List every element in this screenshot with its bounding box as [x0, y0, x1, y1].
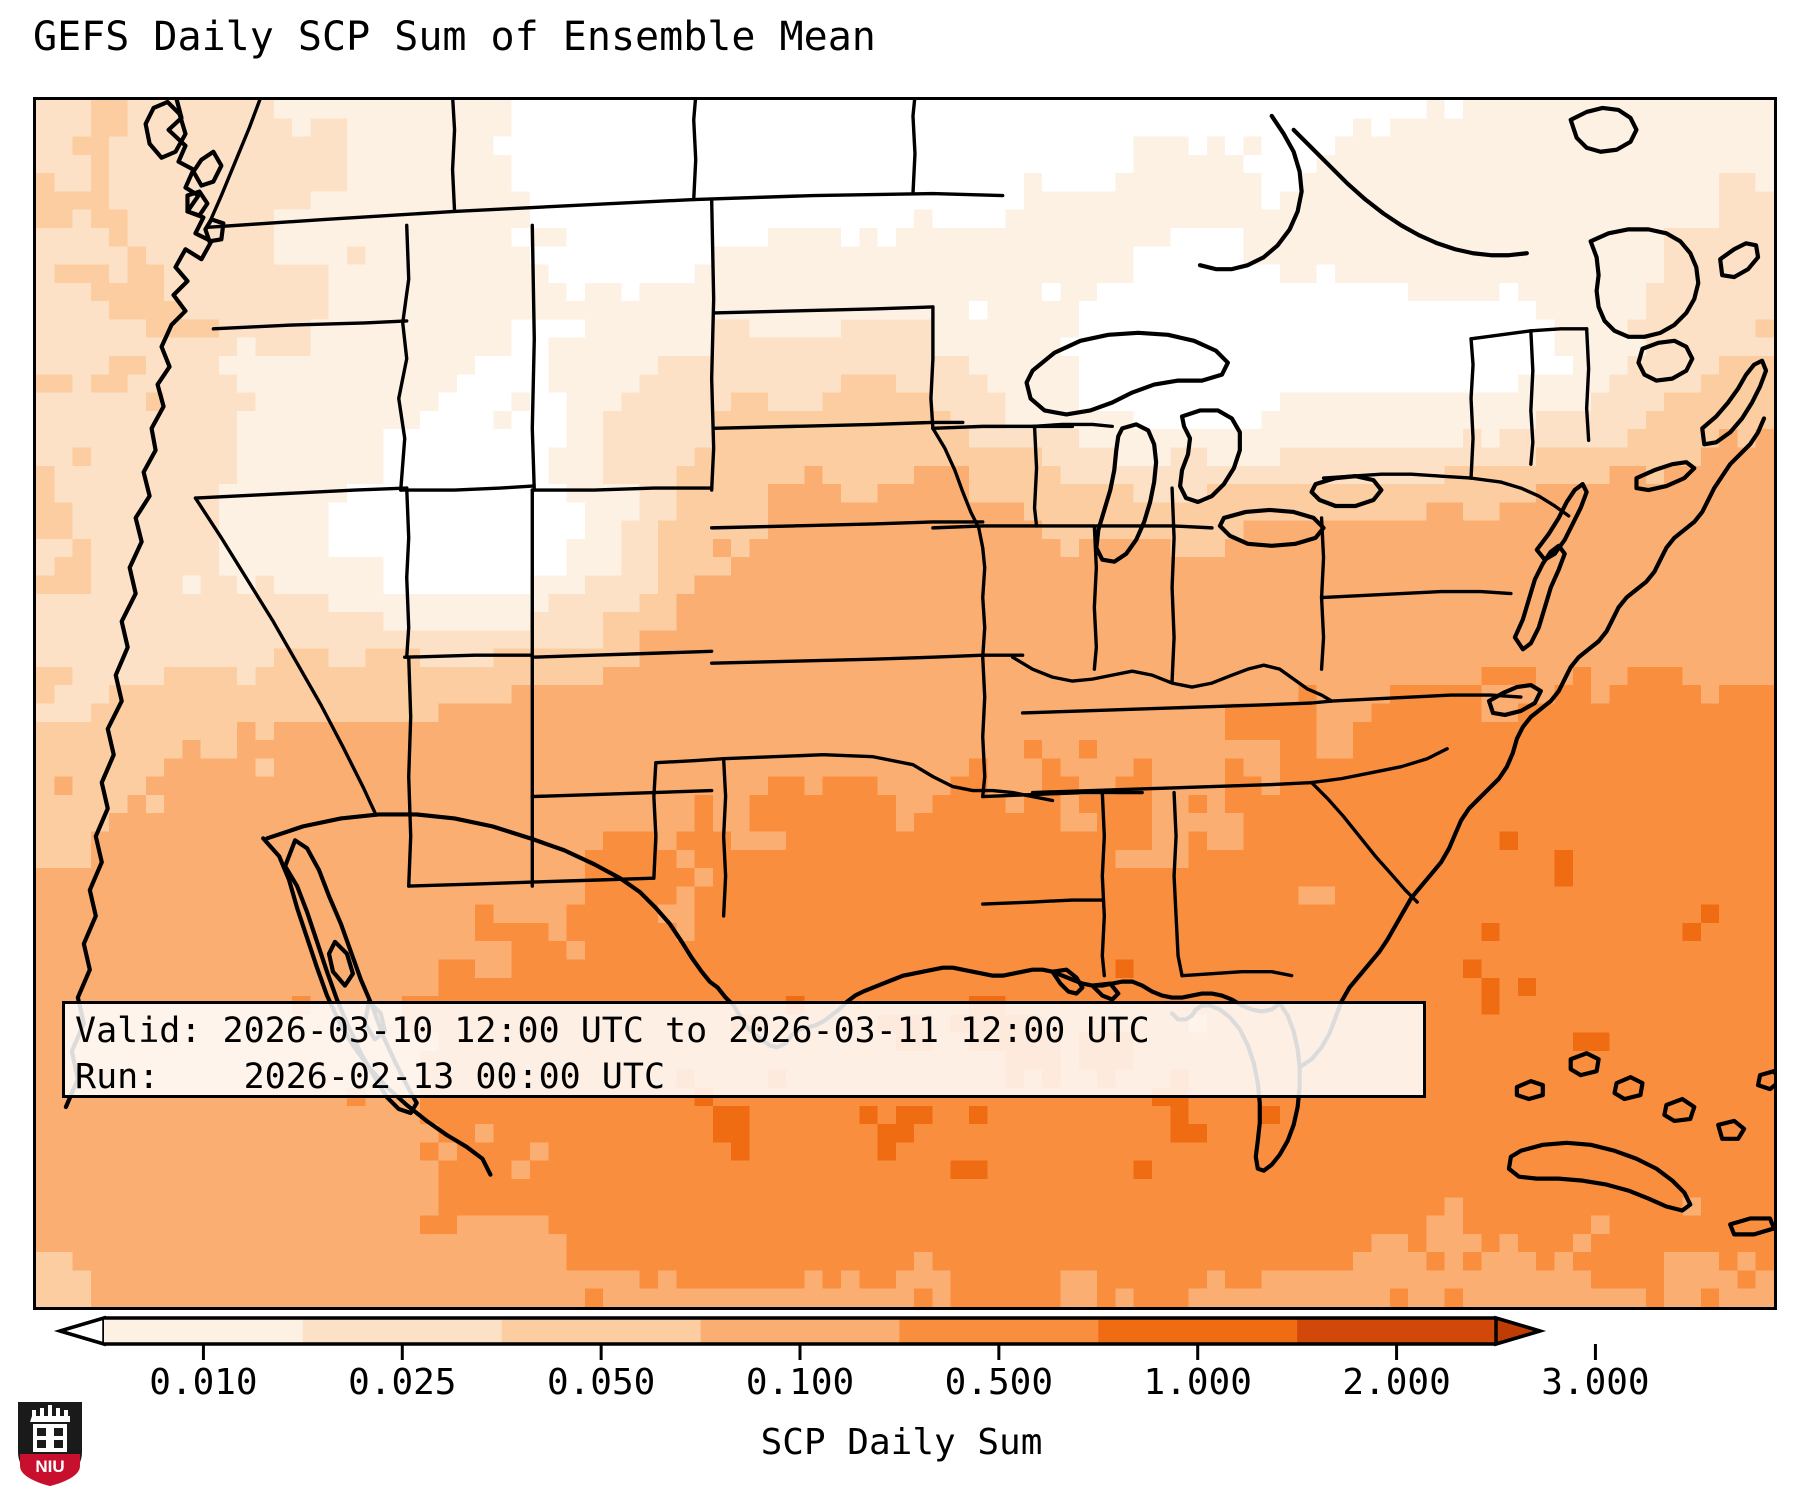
geography-layer — [36, 100, 1774, 1307]
run-time-text: Run: 2026-02-13 00:00 UTC — [75, 1057, 666, 1097]
colorbar — [0, 1309, 1803, 1369]
colorbar-tick-label: 0.025 — [348, 1362, 457, 1403]
colorbar-tick-labels: 0.010 0.025 0.050 0.100 0.500 1.000 2.000 3.000 — [0, 1362, 1803, 1412]
colorbar-tick-label: 1.000 — [1143, 1362, 1252, 1403]
colorbar-tick-label: 0.500 — [944, 1362, 1054, 1403]
page-title: GEFS Daily SCP Sum of Ensemble Mean — [33, 14, 876, 60]
colorbar-band — [1098, 1318, 1298, 1344]
valid-time-text: Valid: 2026-03-10 12:00 UTC to 2026-03-1… — [75, 1011, 1150, 1051]
geography-svg — [63, 100, 1774, 1237]
annotation-box: Valid: 2026-03-10 12:00 UTC to 2026-03-1… — [62, 1001, 1426, 1098]
colorbar-band — [501, 1318, 702, 1344]
colorbar-band — [104, 1318, 304, 1344]
niu-castle-windows — [37, 1428, 63, 1448]
heatmap-canvas — [36, 100, 1774, 1307]
colorbar-band — [700, 1318, 901, 1344]
niu-castle-icon — [30, 1405, 70, 1452]
colorbar-tick-label: 2.000 — [1342, 1362, 1451, 1403]
colorbar-band — [899, 1318, 1099, 1344]
colorbar-band — [1297, 1318, 1497, 1344]
colorbar-outline — [58, 1316, 1542, 1346]
colorbar-axis-label: SCP Daily Sum — [760, 1422, 1043, 1463]
niu-logo: NIU — [14, 1396, 86, 1488]
colorbar-extend-over — [1494, 1315, 1547, 1347]
heatmap-layer — [36, 100, 1774, 1307]
colorbar-extend-under — [53, 1315, 106, 1347]
colorbar-tick-label: 0.010 — [149, 1362, 258, 1403]
niu-banner-text: NIU — [35, 1457, 64, 1476]
state-borders-group — [193, 100, 1591, 978]
great-lakes-group — [1024, 330, 1384, 564]
colorbar-svg — [53, 1315, 1597, 1360]
niu-banner-shape — [20, 1454, 80, 1486]
coastline-group — [63, 100, 1774, 1237]
colorbar-tick-label: 3.000 — [1541, 1362, 1650, 1403]
colorbar-tick-label: 0.100 — [745, 1362, 855, 1403]
colorbar-bands — [53, 1315, 1597, 1360]
niu-logo-svg: NIU — [18, 1402, 82, 1486]
colorbar-tick-label: 0.050 — [546, 1362, 656, 1403]
colorbar-band — [302, 1318, 503, 1344]
map-panel — [33, 97, 1777, 1310]
